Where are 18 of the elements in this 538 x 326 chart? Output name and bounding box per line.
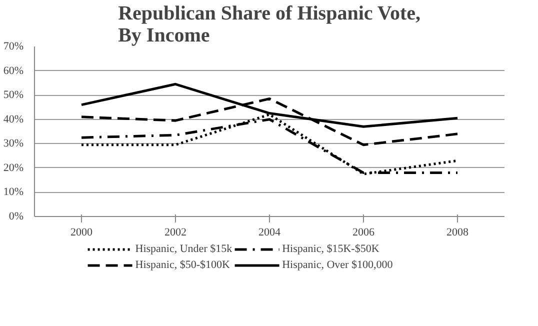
y-tick-label: 40%	[3, 113, 24, 126]
y-tick-label: 0%	[8, 210, 24, 222]
x-tick-label: 2008	[446, 226, 469, 238]
x-tick-label: 2000	[70, 226, 93, 238]
x-tick-label: 2002	[164, 226, 186, 238]
y-tick-label: 20%	[3, 162, 24, 174]
legend-label: Hispanic, Under $15k	[135, 242, 232, 256]
legend-label: Hispanic, $15K-$50K	[282, 242, 380, 256]
x-tick-label: 2006	[352, 226, 375, 238]
y-tick-label: 10%	[3, 186, 24, 198]
legend-label: Hispanic, Over $100,000	[282, 258, 393, 272]
y-tick-label: 70%	[3, 40, 24, 52]
y-tick-label: 60%	[3, 64, 24, 77]
chart-title: Republican Share of Hispanic Vote, By Income	[118, 2, 421, 46]
y-tick-label: 30%	[3, 138, 24, 150]
x-tick-label: 2004	[258, 226, 281, 238]
y-tick-label: 50%	[3, 89, 24, 102]
legend-label: Hispanic, $50-$100K	[135, 258, 230, 272]
